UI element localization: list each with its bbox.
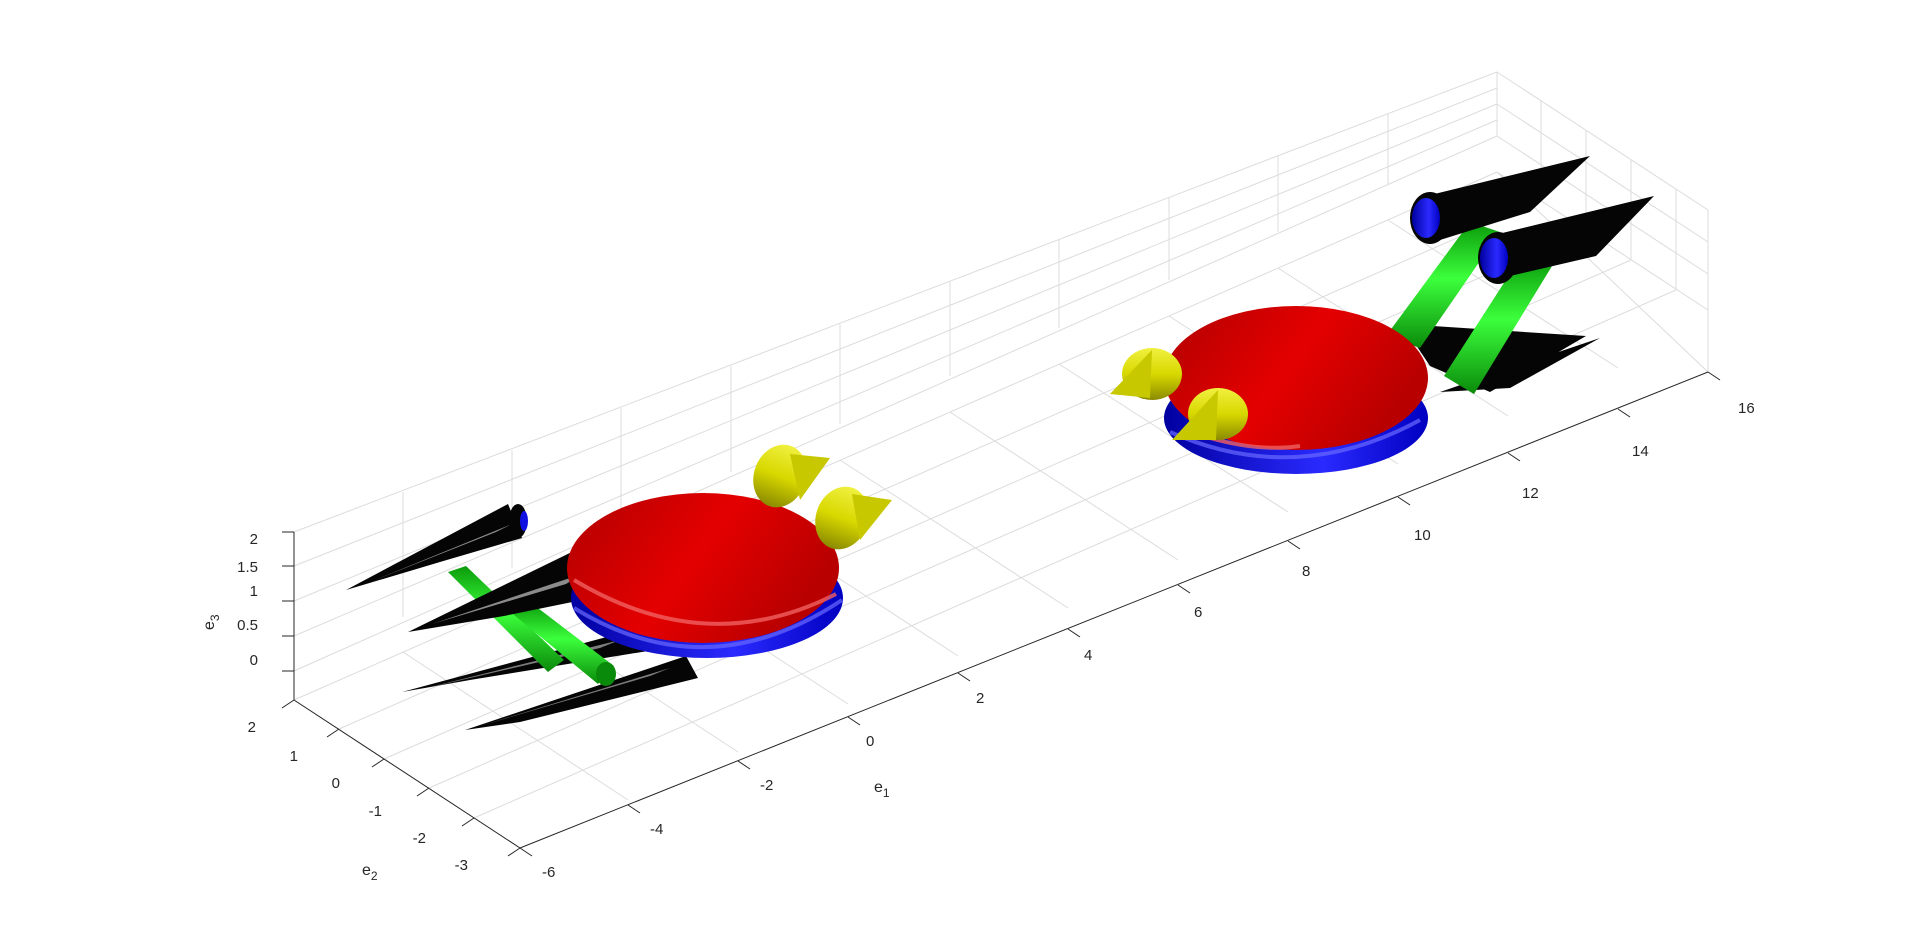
green-boom (508, 602, 616, 686)
green-boom (448, 566, 564, 672)
e1-tick-label: 4 (1084, 647, 1092, 664)
e1-tick-label: 10 (1414, 527, 1431, 544)
e1-tick-label: 14 (1632, 443, 1649, 460)
e1-tick-label: -4 (650, 821, 663, 838)
e1-tick-label: 8 (1302, 563, 1310, 580)
e3-axis-label: e3 (201, 614, 222, 630)
red-dome (567, 493, 839, 643)
e2-tick-label: 1 (290, 748, 298, 765)
e2-tick-label: 2 (248, 719, 256, 736)
e3-tick-label: 1.5 (237, 559, 258, 576)
e1-tick-label: 2 (976, 690, 984, 707)
yellow-cone (815, 486, 892, 550)
e1-tick-label: 16 (1738, 400, 1755, 417)
e3-tick-label: 2 (250, 531, 258, 548)
yellow-cone (753, 444, 830, 508)
black-pod (346, 504, 528, 590)
e3-tick-label: 0 (250, 652, 258, 669)
e1-tick-label: -6 (542, 864, 555, 881)
black-pod (465, 656, 698, 730)
axis-lines (293, 371, 1709, 849)
vehicle-far (1110, 156, 1654, 474)
e1-tick-label: 12 (1522, 485, 1539, 502)
e2-tick-label: -1 (369, 803, 382, 820)
yellow-cone (1110, 348, 1182, 400)
e1-tick-label: 6 (1194, 604, 1202, 621)
e3-ticks: 0 0.5 1 1.5 2 (237, 531, 294, 672)
e3-tick-label: 1 (250, 583, 258, 600)
vehicle-near (346, 444, 892, 730)
e2-ticks: 2 1 0 -1 -2 -3 (248, 699, 521, 874)
black-pod (1478, 196, 1654, 284)
e1-tick-label: -2 (760, 777, 773, 794)
green-boom (1386, 222, 1500, 348)
e1-axis-label: e1 (874, 779, 890, 800)
e2-tick-label: 0 (332, 775, 340, 792)
black-pod (1410, 156, 1590, 244)
e1-ticks: -6 -4 -2 0 2 4 6 8 10 12 14 16 (519, 371, 1755, 881)
yellow-cone (1172, 388, 1248, 440)
e3-tick-label: 0.5 (237, 617, 258, 634)
e2-tick-label: -2 (413, 830, 426, 847)
e2-axis-label: e2 (362, 862, 378, 883)
e1-tick-label: 0 (866, 733, 874, 750)
e2-tick-label: -3 (455, 857, 468, 874)
green-boom (1444, 258, 1552, 394)
